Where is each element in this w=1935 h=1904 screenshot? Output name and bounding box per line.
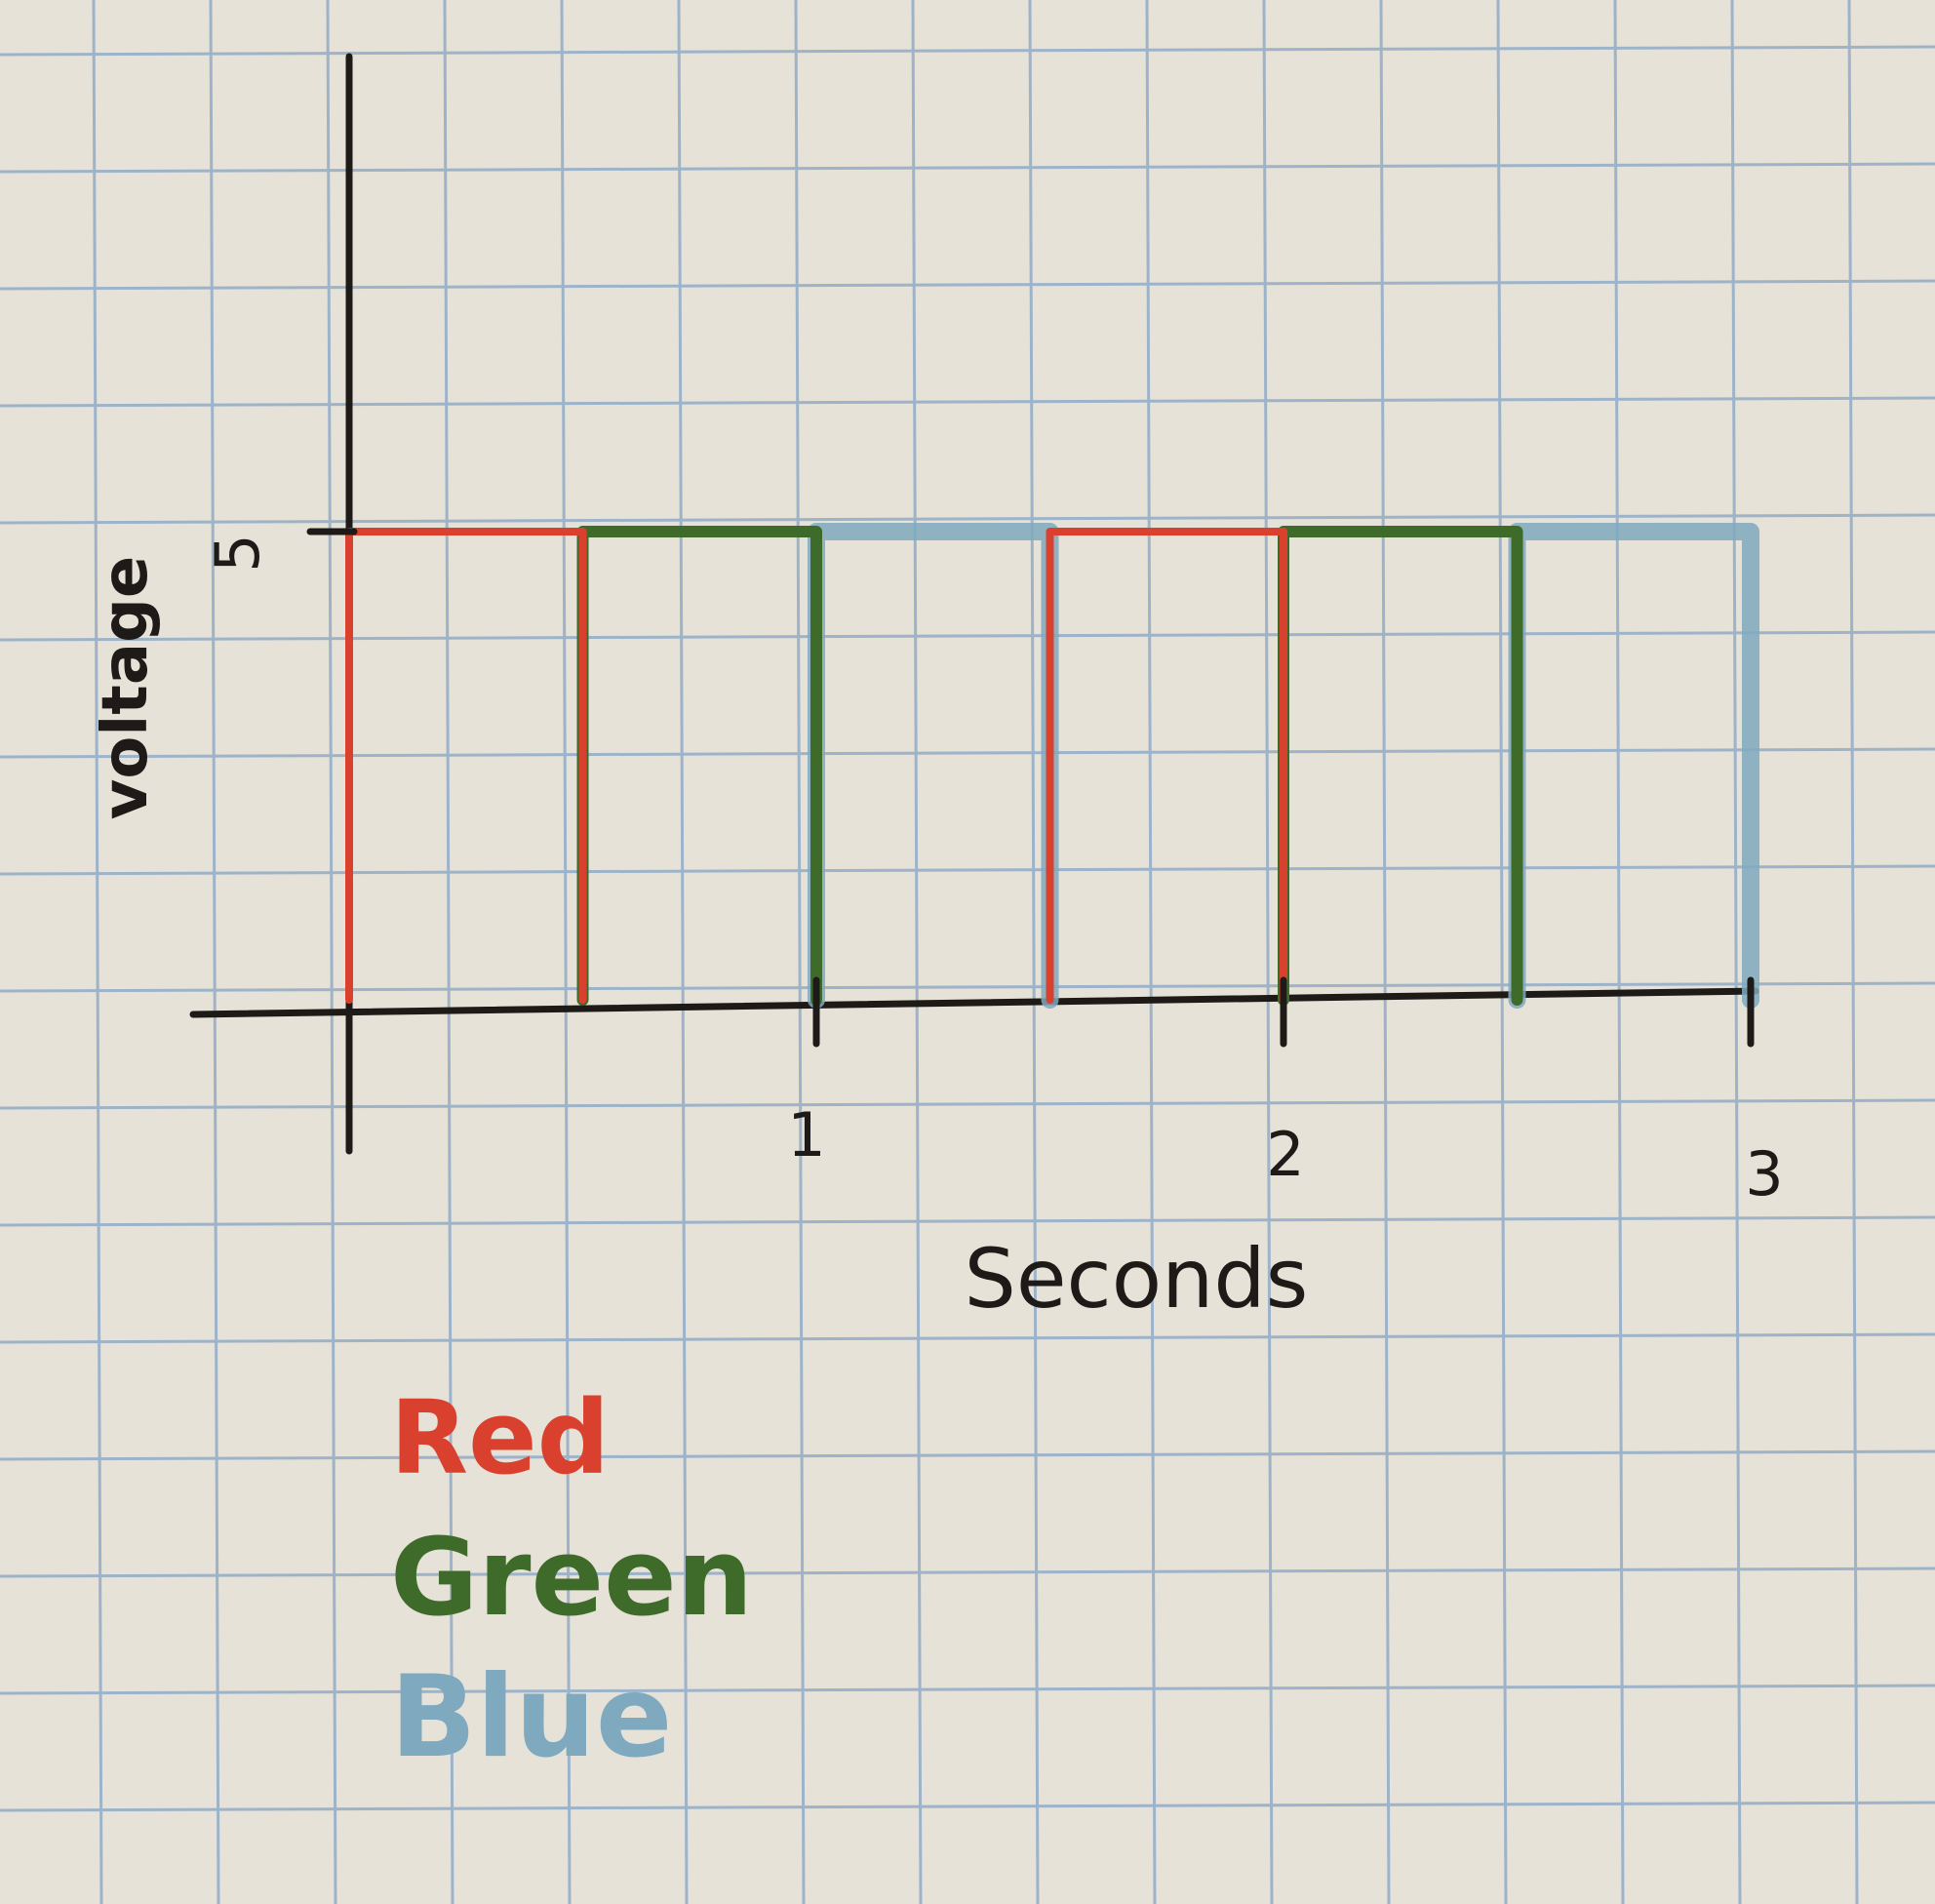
legend-item-red: Red: [390, 1378, 610, 1497]
grid-line-vertical: [560, 0, 572, 1904]
series-pulse-blue: [1508, 523, 1759, 1009]
series-pulse-green: [1278, 526, 1523, 1006]
grid-line-horizontal: [0, 630, 1935, 642]
grid-line-vertical: [326, 0, 337, 1904]
grid-line-horizontal: [0, 279, 1935, 291]
grid-line-horizontal: [0, 981, 1935, 993]
grid-line-horizontal: [0, 1449, 1935, 1461]
grid-line-horizontal: [0, 1098, 1935, 1110]
grid-line-horizontal: [0, 864, 1935, 876]
y-axis-label: voltage: [90, 556, 162, 820]
series-layer: [345, 523, 1759, 1009]
grid-line-vertical: [1496, 0, 1508, 1904]
series-pulse-red: [1046, 528, 1287, 1004]
x-axis: [189, 987, 1759, 1018]
grid-line-vertical: [794, 0, 806, 1904]
grid-line-horizontal: [0, 1567, 1935, 1578]
grid-line-vertical: [1847, 0, 1859, 1904]
x-tick-label: 3: [1745, 1138, 1783, 1210]
grid-line-vertical: [1028, 0, 1040, 1904]
grid-line-vertical: [911, 0, 923, 1904]
grid-line-horizontal: [0, 747, 1935, 759]
y-tick-label: 5: [202, 534, 273, 572]
grid-line-vertical: [1613, 0, 1625, 1904]
plot-area: 1 2 3 5: [189, 53, 1784, 1210]
grid-line-horizontal: [0, 1215, 1935, 1227]
series-pulse-green: [576, 526, 822, 1006]
grid-line-horizontal: [0, 396, 1935, 408]
grid-line-horizontal: [0, 1801, 1935, 1812]
x-tick-label: 1: [787, 1099, 825, 1170]
grid-line-vertical: [1145, 0, 1157, 1904]
grid-line-vertical: [92, 0, 103, 1904]
legend-item-green: Green: [390, 1515, 753, 1640]
grid-line-vertical: [209, 0, 220, 1904]
tick-layer: 1 2 3 5: [202, 528, 1784, 1210]
grid-line-horizontal: [0, 162, 1935, 174]
x-tick-label: 2: [1266, 1119, 1304, 1190]
grid-line-horizontal: [0, 1684, 1935, 1695]
legend-item-blue: Blue: [390, 1651, 672, 1783]
grid-line-vertical: [677, 0, 689, 1904]
grid-line-horizontal: [0, 513, 1935, 525]
x-axis-label: Seconds: [965, 1231, 1309, 1327]
grid-line-vertical: [1379, 0, 1391, 1904]
grid-line-vertical: [1730, 0, 1742, 1904]
series-pulse-blue: [808, 523, 1059, 1009]
grid-line-vertical: [443, 0, 454, 1904]
grid-line-horizontal: [0, 1332, 1935, 1344]
grid-line-horizontal: [0, 45, 1935, 57]
grid-line-vertical: [1262, 0, 1274, 1904]
series-pulse-red: [345, 528, 587, 1004]
